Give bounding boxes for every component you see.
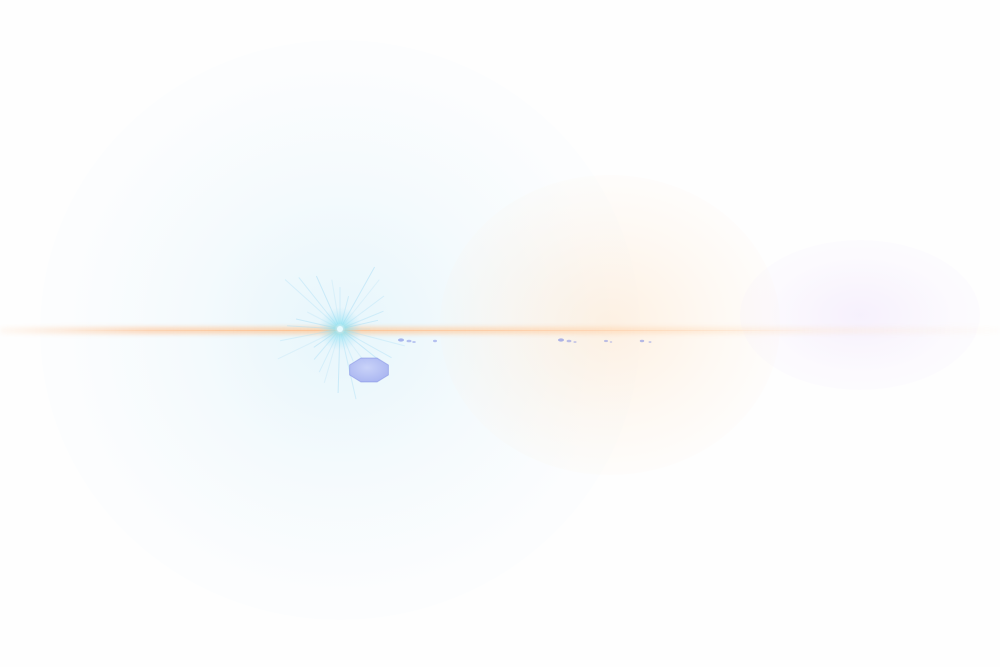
starburst-ray <box>339 310 384 330</box>
octagon-ghost <box>349 357 389 383</box>
anamorphic-streak-core <box>60 330 820 331</box>
speck <box>412 341 416 343</box>
starburst-ray <box>318 328 341 373</box>
anamorphic-streak <box>0 327 1000 334</box>
starburst-ray <box>315 275 341 330</box>
starburst-ray <box>339 328 392 359</box>
starburst-ray <box>284 279 341 330</box>
ghost-specks <box>398 338 652 343</box>
starburst-ray <box>313 328 341 360</box>
starburst-ray <box>339 295 350 330</box>
blue-halo-glow <box>40 40 640 620</box>
speck <box>406 339 412 343</box>
starburst-ray <box>277 328 341 360</box>
starburst-ray <box>339 328 354 362</box>
starburst-ray <box>339 319 379 330</box>
starburst-ray <box>287 325 341 330</box>
starburst-core <box>337 326 343 332</box>
speck <box>604 339 608 343</box>
speck <box>648 341 652 343</box>
starburst-rays <box>277 266 405 400</box>
starburst-ray <box>339 266 376 330</box>
speck <box>398 338 404 342</box>
starburst-glow <box>318 307 362 351</box>
starburst-ray <box>298 277 341 330</box>
starburst-ray <box>339 328 357 400</box>
speck <box>573 341 577 343</box>
starburst-ray <box>313 328 341 348</box>
speck <box>558 338 564 342</box>
starburst-ray <box>306 311 341 330</box>
starburst-ray <box>323 328 341 383</box>
starburst-ray <box>339 328 367 364</box>
warm-glow <box>440 175 780 475</box>
starburst-ray <box>339 295 385 330</box>
starburst-ray <box>339 328 405 347</box>
speck <box>433 339 437 343</box>
speck <box>639 339 645 343</box>
starburst-ray <box>295 318 341 330</box>
starburst-ray <box>339 279 380 330</box>
violet-haze <box>740 240 980 390</box>
starburst-ray <box>331 279 341 330</box>
speck <box>566 339 572 343</box>
speck <box>609 341 613 343</box>
starburst-ray <box>339 328 381 362</box>
starburst-ray <box>280 328 341 342</box>
starburst-ray <box>337 328 341 394</box>
